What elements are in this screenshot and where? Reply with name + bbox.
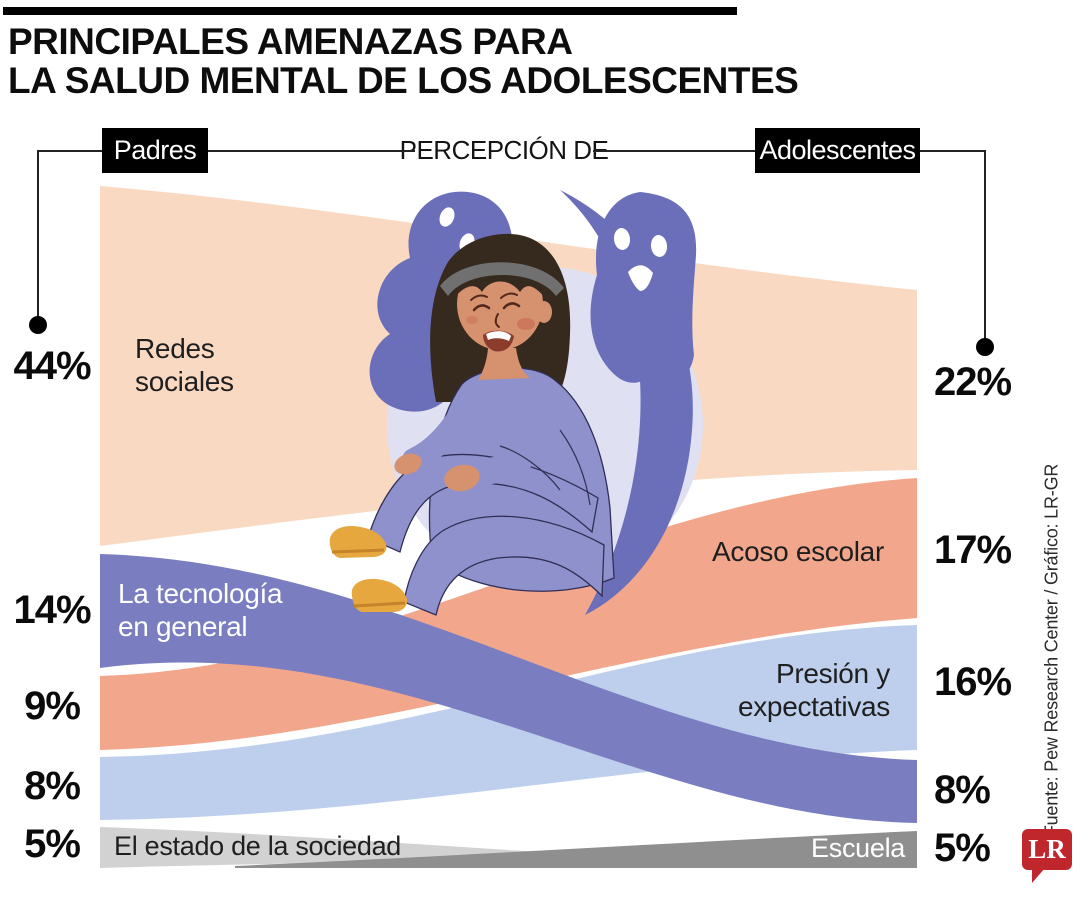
pct-padres-redes: 44% xyxy=(13,344,91,388)
girl-headband xyxy=(440,262,564,296)
lr-logo-text: LR xyxy=(1028,834,1066,864)
bracket-right-horizontal xyxy=(920,150,985,152)
distressed-girl-illustration xyxy=(329,190,703,616)
girl-arm-right xyxy=(465,395,561,487)
column-header-adolescentes-label: Adolescentes xyxy=(759,135,916,165)
girl-blush-left xyxy=(466,316,478,324)
pct-adol-acoso: 17% xyxy=(934,528,1012,572)
pct-padres-acoso: 9% xyxy=(24,684,81,728)
label-tecnologia-line1: La tecnología xyxy=(118,578,283,609)
bracket-left-vertical xyxy=(37,150,39,318)
pct-padres-presion: 8% xyxy=(24,764,81,808)
bracket-right-vertical xyxy=(984,150,986,340)
label-redes-sociales: Redes sociales xyxy=(135,332,234,398)
label-estado-sociedad: El estado de la sociedad xyxy=(114,831,402,861)
band-acoso-escolar xyxy=(100,478,917,750)
girl-figure xyxy=(329,233,615,616)
band-tecnologia xyxy=(100,554,917,823)
girl-teeth xyxy=(486,331,511,341)
column-header-padres: Padres xyxy=(102,128,208,173)
page-title-line2: LA SALUD MENTAL DE LOS ADOLESCENTES xyxy=(8,60,799,101)
label-redes-line1: Redes xyxy=(135,333,215,364)
right-ghost-icon xyxy=(590,192,697,383)
girl-blush-right xyxy=(517,318,535,330)
bracket-left-dot xyxy=(29,316,47,334)
girl-hand-right xyxy=(444,464,480,492)
column-header-center-label: PERCEPCIÓN DE xyxy=(399,135,609,165)
connector-line-left xyxy=(208,150,415,152)
clothing-fold-lines xyxy=(499,429,591,506)
label-presion-line1: Presión y xyxy=(775,658,890,689)
pct-adol-presion: 16% xyxy=(934,660,1012,704)
column-header-adolescentes: Adolescentes xyxy=(755,128,920,173)
girl-ear xyxy=(536,301,552,323)
girl-neck xyxy=(478,348,530,380)
column-header-padres-label: Padres xyxy=(113,135,197,165)
band-escuela xyxy=(235,831,917,868)
pct-adol-tecnologia: 8% xyxy=(934,768,991,812)
pct-adol-redes: 22% xyxy=(934,360,1012,404)
page-title: PRINCIPALES AMENAZAS PARA LA SALUD MENTA… xyxy=(8,21,799,101)
shoe-sole-lines xyxy=(331,548,406,608)
column-header-center: PERCEPCIÓN DE xyxy=(400,128,609,173)
connector-line-right xyxy=(593,150,755,152)
label-tecnologia-line2: en general xyxy=(118,611,248,642)
source-credit: Fuente: Pew Research Center / Gráfico: L… xyxy=(1041,463,1062,837)
bracket-left-horizontal xyxy=(38,150,102,152)
girl-face-features xyxy=(470,292,521,328)
label-presion: Presión y expectativas xyxy=(690,657,890,723)
pct-padres-sociedad: 5% xyxy=(24,822,81,866)
page-title-line1: PRINCIPALES AMENAZAS PARA xyxy=(8,21,573,62)
title-rule xyxy=(3,7,737,15)
label-escuela: Escuela xyxy=(811,833,905,863)
label-redes-line2: sociales xyxy=(135,366,234,397)
girl-hand-left xyxy=(394,453,422,475)
pct-adol-escuela: 5% xyxy=(934,826,991,870)
lr-logo-tail xyxy=(1032,868,1045,883)
lr-logo: LR xyxy=(1022,829,1072,870)
label-presion-line2: expectativas xyxy=(737,691,890,722)
label-tecnologia: La tecnología en general xyxy=(118,577,283,643)
label-acoso-escolar: Acoso escolar xyxy=(712,536,884,567)
pct-padres-tecnologia: 14% xyxy=(13,588,91,632)
girl-arm-left xyxy=(402,392,480,472)
bracket-right-dot xyxy=(976,338,994,356)
